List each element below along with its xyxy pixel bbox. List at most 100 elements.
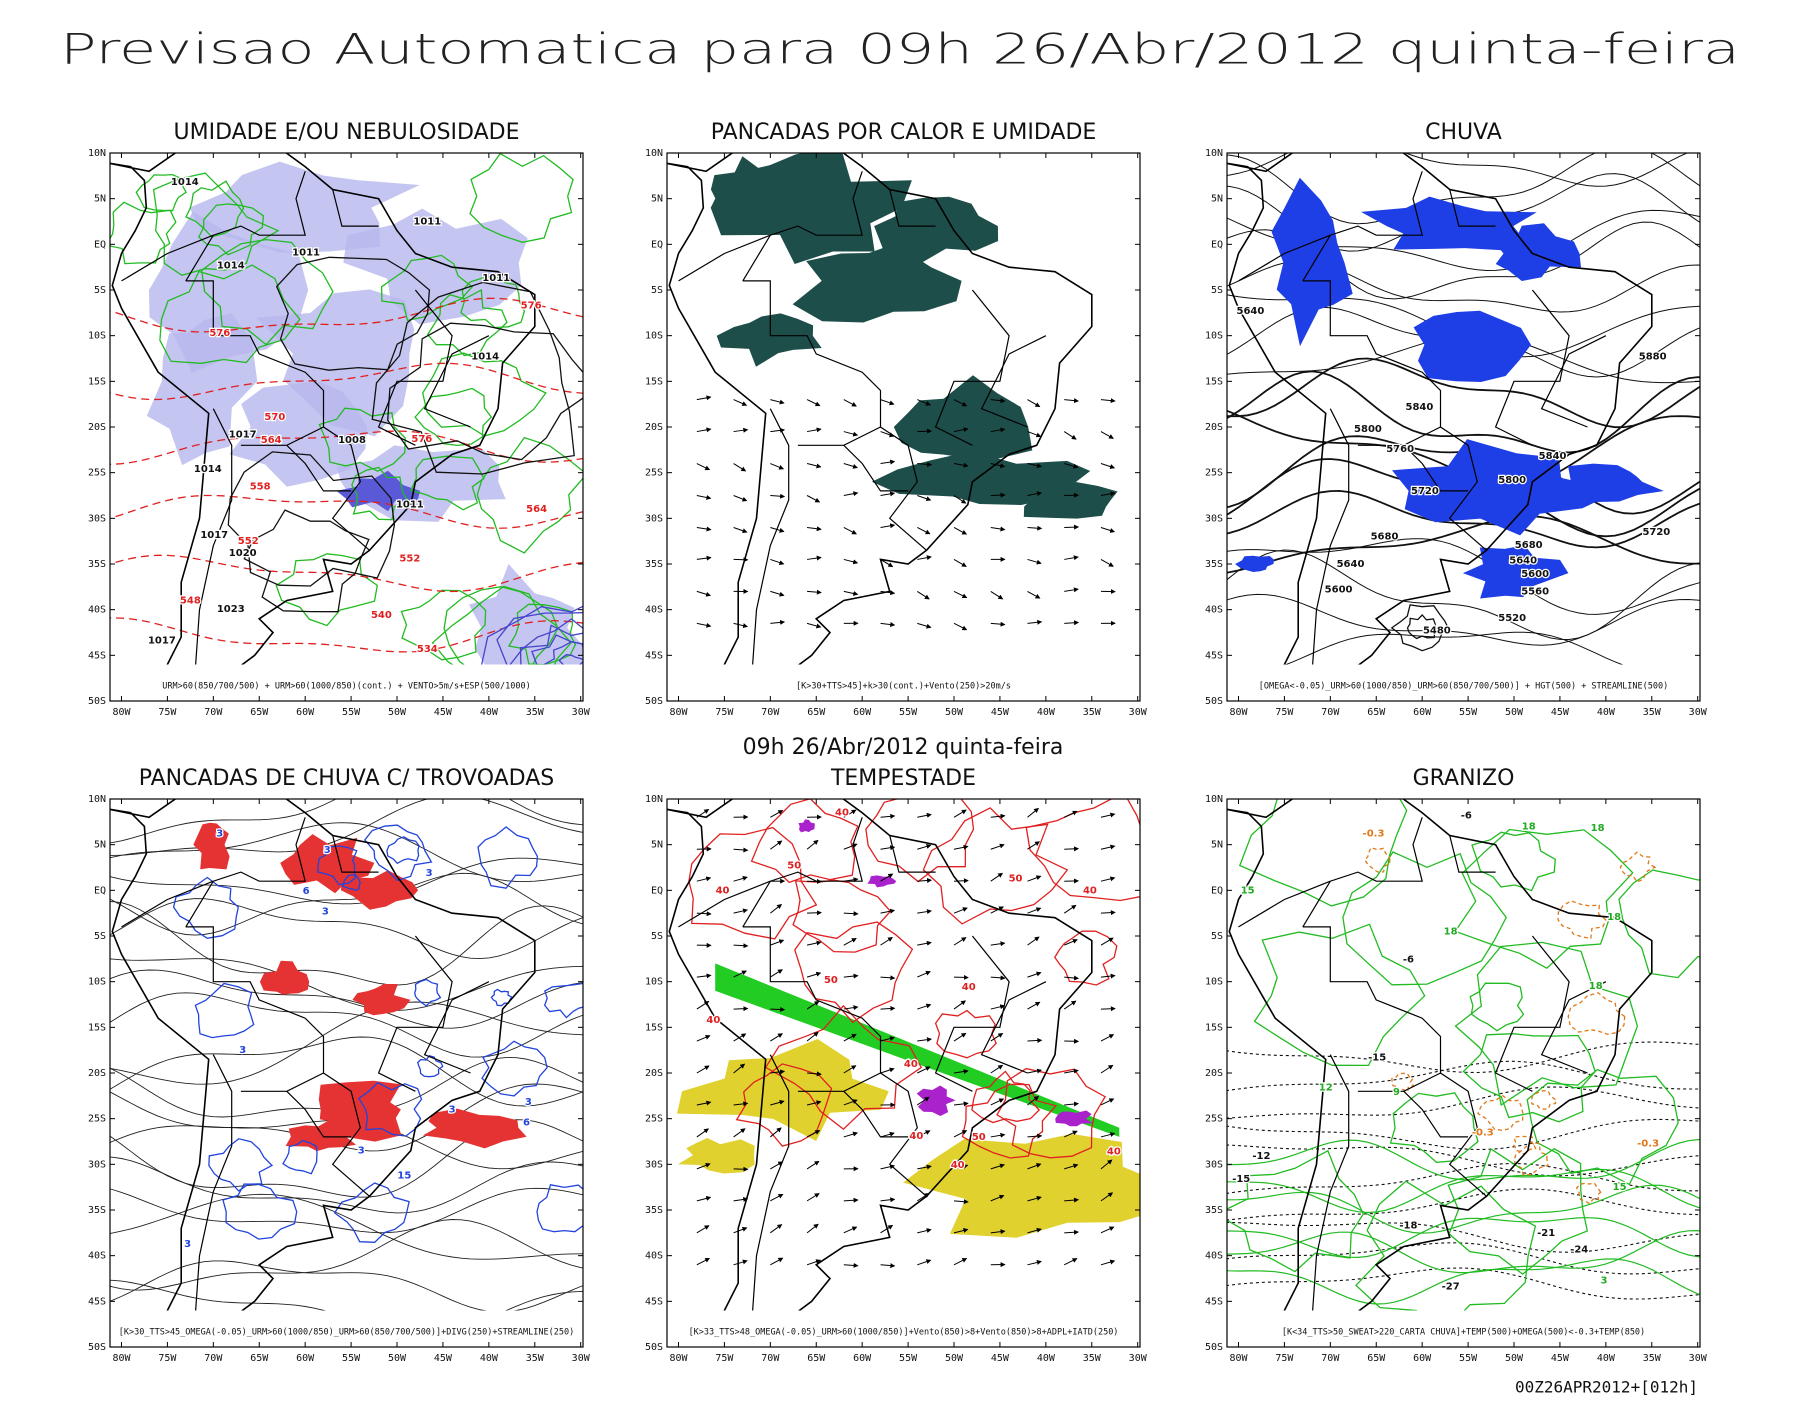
lon-label: 55W [1459, 1353, 1478, 1364]
contour-label: 40 [716, 885, 730, 896]
lat-label: 10S [1205, 331, 1223, 342]
contour-label: -18 [1399, 1221, 1417, 1232]
contour-label: 1020 [229, 548, 257, 559]
lat-label: 30S [88, 1159, 106, 1170]
contour-label: 5680 [1371, 532, 1399, 543]
lon-label: 50W [388, 1353, 407, 1364]
lat-label: 5S [1211, 931, 1223, 942]
lat-label: 10N [1205, 148, 1223, 159]
contour-label: 564 [526, 504, 547, 515]
contour-label: 5840 [1539, 451, 1567, 462]
wind-arrow [734, 1008, 748, 1009]
wind-arrow [991, 495, 1005, 496]
panel-caption: [K>33_TTS>48_OMEGA(-0.05)_URM>60(1000/85… [689, 1328, 1119, 1338]
panel-title: CHUVA [1425, 120, 1502, 145]
lat-label: 15S [1205, 376, 1223, 387]
contour-label: 6 [303, 886, 310, 897]
lon-label: 45W [434, 707, 453, 718]
contour-label: 40 [962, 982, 976, 993]
lon-label: 70W [1321, 1353, 1340, 1364]
lon-label: 75W [158, 1353, 177, 1364]
panel-caption: [K<34_TTS>50_SWEAT>220_CARTA CHUVA]+TEMP… [1282, 1328, 1645, 1338]
panel-title: PANCADAS POR CALOR E UMIDADE [711, 120, 1097, 145]
contour-label: 5800 [1354, 424, 1382, 435]
lon-label: 70W [204, 707, 223, 718]
lat-label: 5N [94, 194, 106, 205]
lon-label: 30W [1689, 707, 1708, 718]
contour-label: 3 [216, 829, 223, 840]
lon-label: 40W [480, 1353, 499, 1364]
map-area [1217, 771, 1745, 1370]
contour-label: 540 [371, 610, 392, 621]
lon-label: 70W [204, 1353, 223, 1364]
lat-label: 40S [645, 605, 663, 616]
lat-label: 40S [88, 605, 106, 616]
lat-label: 10S [88, 331, 106, 342]
contour-label: 5720 [1411, 486, 1439, 497]
lat-label: 30S [645, 1159, 663, 1170]
lat-label: 15S [1205, 1022, 1223, 1033]
lat-label: 5S [94, 285, 106, 296]
subtitle: 09h 26/Abr/2012 quinta-feira [743, 735, 1064, 760]
main-title: Previsao Automatica para 09h 26/Abr/2012… [60, 25, 1740, 74]
lat-label: 30S [645, 513, 663, 524]
lon-label: 35W [1083, 707, 1102, 718]
contour-label: 552 [399, 554, 420, 565]
lon-label: 55W [342, 1353, 361, 1364]
lat-label: 5N [651, 840, 663, 851]
lat-label: EQ [1211, 885, 1223, 896]
contour-label: 15 [1241, 885, 1255, 896]
lat-label: 10S [88, 977, 106, 988]
lon-label: 75W [1275, 707, 1294, 718]
lon-label: 50W [388, 707, 407, 718]
lat-label: 30S [1205, 1159, 1223, 1170]
contour-label: 40 [951, 1160, 965, 1171]
lon-label: 60W [853, 707, 872, 718]
contour-label: 40 [1083, 885, 1097, 896]
lat-label: 35S [645, 1205, 663, 1216]
lat-label: 5S [651, 285, 663, 296]
panel-caption: URM>60(850/700/500) + URM>60(1000/850)(c… [162, 682, 530, 692]
wind-arrow [770, 1009, 784, 1010]
contour-label: 534 [417, 644, 438, 655]
contour-label: 5640 [1337, 559, 1365, 570]
lat-label: 20S [88, 1068, 106, 1079]
wind-arrow [1101, 1009, 1115, 1010]
contour-label: 3 [1601, 1275, 1608, 1286]
lat-label: 35S [88, 1205, 106, 1216]
contour-label: 1014 [194, 464, 222, 475]
lat-label: 25S [645, 468, 663, 479]
wind-arrow [917, 431, 931, 432]
contour-label: 1011 [482, 273, 510, 284]
lat-label: EQ [1211, 239, 1223, 250]
panel-caption: [OMEGA<-0.05)_URM>60(1000/850)_URM>60(85… [1259, 682, 1668, 692]
lat-label: 15S [645, 1022, 663, 1033]
lon-label: 30W [572, 1353, 591, 1364]
lon-label: 80W [112, 1353, 131, 1364]
lat-label: 10S [1205, 977, 1223, 988]
contour-label: 50 [1009, 873, 1023, 884]
lat-label: 10N [1205, 794, 1223, 805]
contour-label: 1023 [217, 604, 245, 615]
map-area [103, 131, 660, 731]
contour-label: -15 [1368, 1052, 1386, 1063]
lat-label: 20S [88, 422, 106, 433]
contour-label: 1014 [217, 260, 245, 271]
lon-label: 40W [480, 707, 499, 718]
lat-label: 15S [88, 376, 106, 387]
lon-label: 80W [669, 707, 688, 718]
contour-label: 40 [835, 808, 849, 819]
contour-label: 18 [1589, 981, 1603, 992]
map-panel: PANCADAS DE CHUVA C/ TROVOADAS3363336331… [88, 764, 598, 1370]
map-panel: UMIDADE E/OU NEBULOSIDADE101410111011101… [88, 120, 660, 731]
lon-label: 50W [1505, 707, 1524, 718]
contour-label: 5840 [1405, 402, 1433, 413]
contour-label: 1008 [338, 435, 366, 446]
wind-arrow [844, 913, 858, 914]
contour-label: 1017 [200, 530, 228, 541]
lat-label: 30S [88, 513, 106, 524]
lat-label: 10N [645, 148, 663, 159]
